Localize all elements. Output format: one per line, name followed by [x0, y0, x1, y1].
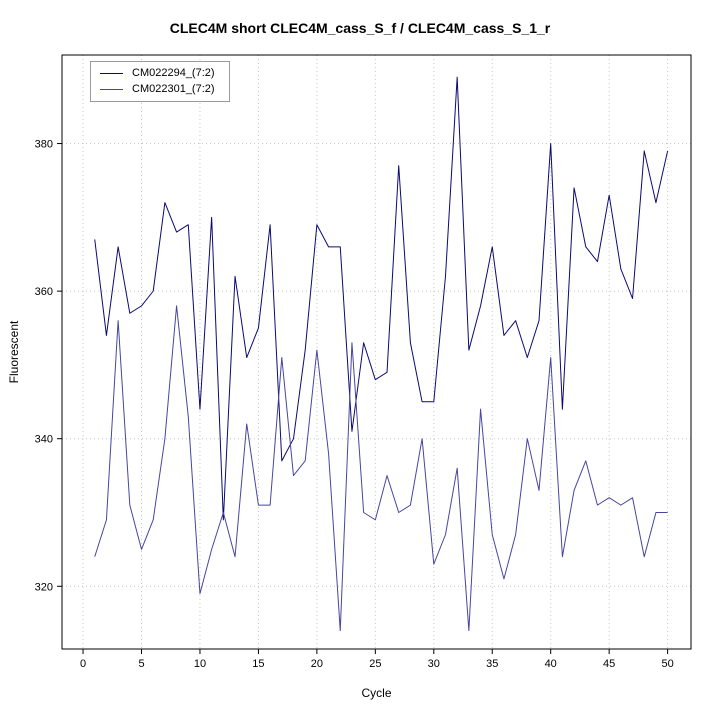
x-tick-label: 50: [661, 658, 673, 670]
x-tick-label: 10: [194, 658, 206, 670]
legend-item: CM022294_(7:2): [100, 68, 215, 79]
legend-item: CM022301_(7:2): [100, 84, 215, 95]
x-tick-label: 15: [252, 658, 264, 670]
x-tick-label: 25: [369, 658, 381, 670]
x-tick-label: 35: [486, 658, 498, 670]
x-tick-label: 5: [138, 658, 144, 670]
x-tick-label: 20: [311, 658, 323, 670]
legend-label: CM022301_(7:2): [132, 83, 215, 95]
x-axis-label: Cycle: [361, 686, 392, 700]
x-tick-label: 45: [603, 658, 615, 670]
x-tick-label: 0: [80, 658, 86, 670]
series-line-1: [94, 305, 668, 632]
y-tick-label: 360: [35, 286, 53, 298]
y-tick-label: 340: [35, 434, 53, 446]
chart-title: CLEC4M short CLEC4M_cass_S_f / CLEC4M_ca…: [169, 20, 551, 36]
legend: CM022294_(7:2) CM022301_(7:2): [90, 61, 230, 102]
legend-label: CM022294_(7:2): [132, 67, 215, 79]
legend-line-sample: [100, 73, 123, 74]
plot-border: [61, 54, 692, 650]
x-tick-label: 30: [428, 658, 440, 670]
series-line-0: [94, 76, 669, 521]
x-tick-label: 40: [545, 658, 557, 670]
legend-line-sample: [100, 89, 123, 90]
y-tick-label: 380: [35, 139, 53, 151]
y-tick-label: 320: [35, 581, 53, 593]
